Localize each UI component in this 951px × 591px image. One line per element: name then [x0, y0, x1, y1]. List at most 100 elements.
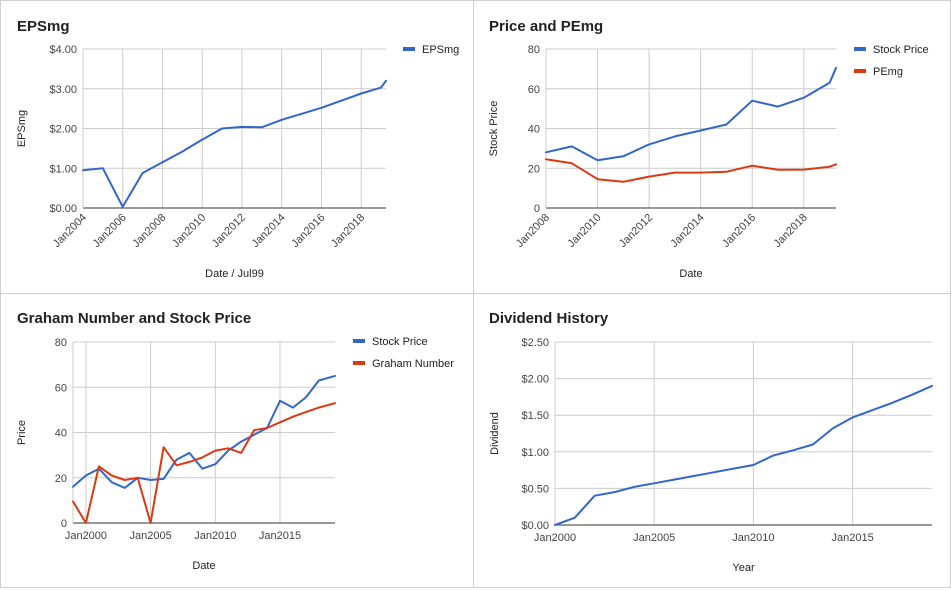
data-point [292, 406, 294, 408]
x-tick-label: Jan2016 [720, 212, 758, 250]
data-point [124, 487, 126, 489]
data-point [777, 105, 779, 107]
series-line-0 [554, 384, 933, 526]
data-point [240, 452, 242, 454]
series-line-1 [545, 158, 837, 183]
data-point [149, 479, 151, 481]
x-axis-title: Date [192, 560, 215, 572]
y-axis-title: Dividend [489, 412, 501, 455]
legend-label: Stock Price [873, 44, 929, 56]
data-point [253, 429, 255, 431]
data-point [699, 171, 701, 173]
x-tick-label: Jan2015 [832, 532, 874, 544]
data-point [571, 145, 573, 147]
data-point [571, 162, 573, 164]
data-point [214, 463, 216, 465]
graham-chart-panel: Graham Number and Stock Price 0 20 40 60 80 Ja… [0, 293, 474, 588]
series-line-1 [72, 402, 336, 524]
x-tick-label: Jan2014 [668, 212, 706, 250]
data-point [832, 427, 834, 429]
y-tick-label: $0.00 [49, 203, 77, 215]
data-point [751, 99, 753, 101]
data-point [201, 456, 203, 458]
data-point [175, 464, 177, 466]
x-tick-label: Jan2006 [91, 212, 129, 250]
data-point [266, 427, 268, 429]
data-point [149, 522, 151, 524]
data-point [851, 416, 853, 418]
data-point [340, 99, 342, 101]
data-point [792, 449, 794, 451]
data-point [111, 474, 113, 476]
data-point [261, 126, 263, 128]
x-tick-label: Jan2008 [130, 212, 168, 250]
x-axis-title: Date [679, 268, 702, 280]
x-tick-label: Jan2012 [210, 212, 248, 250]
y-tick-label: 20 [55, 473, 67, 485]
x-tick-label: Jan2018 [772, 212, 810, 250]
data-point [633, 486, 635, 488]
y-tick-label: 20 [528, 163, 540, 175]
x-axis-title: Year [732, 562, 755, 574]
graham-chart: Graham Number and Stock Price 0 20 40 60 80 Ja… [16, 310, 454, 572]
y-axis-title: EPSmg [16, 110, 28, 147]
data-point [334, 402, 336, 404]
data-point [214, 449, 216, 451]
y-tick-label: 80 [528, 44, 540, 56]
chart-title: Graham Number and Stock Price [17, 310, 251, 327]
legend-swatch [353, 339, 365, 343]
data-point [653, 482, 655, 484]
data-point [72, 500, 74, 502]
data-point [280, 119, 282, 121]
legend-label: PEmg [873, 66, 903, 78]
x-tick-label: Jan2010 [170, 212, 208, 250]
data-point [911, 394, 913, 396]
data-point [85, 522, 87, 524]
legend-swatch [854, 47, 866, 51]
x-tick-label: Jan2010 [565, 212, 603, 250]
x-tick-label: Jan2016 [289, 212, 327, 250]
y-tick-label: $1.00 [49, 163, 77, 175]
data-point [554, 524, 556, 526]
x-tick-label: Jan2005 [633, 532, 675, 544]
data-point [713, 471, 715, 473]
chart-title: Dividend History [489, 310, 609, 327]
data-point [241, 126, 243, 128]
data-point [360, 92, 362, 94]
data-point [545, 158, 547, 160]
data-point [292, 415, 294, 417]
x-axis-title: Date / Jul99 [205, 268, 264, 280]
data-point [300, 113, 302, 115]
legend-label: Stock Price [372, 336, 428, 348]
data-point [725, 123, 727, 125]
y-axis-title: Price [16, 420, 28, 445]
data-point [136, 477, 138, 479]
data-point [732, 467, 734, 469]
data-point [161, 161, 163, 163]
data-point [545, 151, 547, 153]
x-tick-label: Jan2008 [514, 212, 552, 250]
data-point [828, 165, 830, 167]
data-point [188, 452, 190, 454]
series-line-0 [72, 374, 336, 489]
y-tick-label: 40 [528, 124, 540, 136]
x-tick-label: Jan2000 [534, 532, 576, 544]
legend-label: Graham Number [372, 358, 454, 370]
data-point [648, 175, 650, 177]
x-tick-label: Jan2010 [194, 530, 236, 542]
data-point [111, 481, 113, 483]
eps-chart-panel: EPSmg $0.00 $1.00 $2.00 $3.00 $4.00 Jan2004 Jan… [0, 0, 474, 294]
y-tick-label: $2.00 [521, 374, 549, 386]
data-point [305, 396, 307, 398]
x-tick-label: Jan2018 [329, 212, 367, 250]
data-point [320, 107, 322, 109]
data-point [334, 375, 336, 377]
data-point [141, 172, 143, 174]
data-point [931, 385, 933, 387]
data-point [175, 458, 177, 460]
data-point [221, 127, 223, 129]
data-point [385, 80, 387, 82]
y-axis-title: Stock Price [488, 101, 500, 157]
legend-swatch [353, 361, 365, 365]
